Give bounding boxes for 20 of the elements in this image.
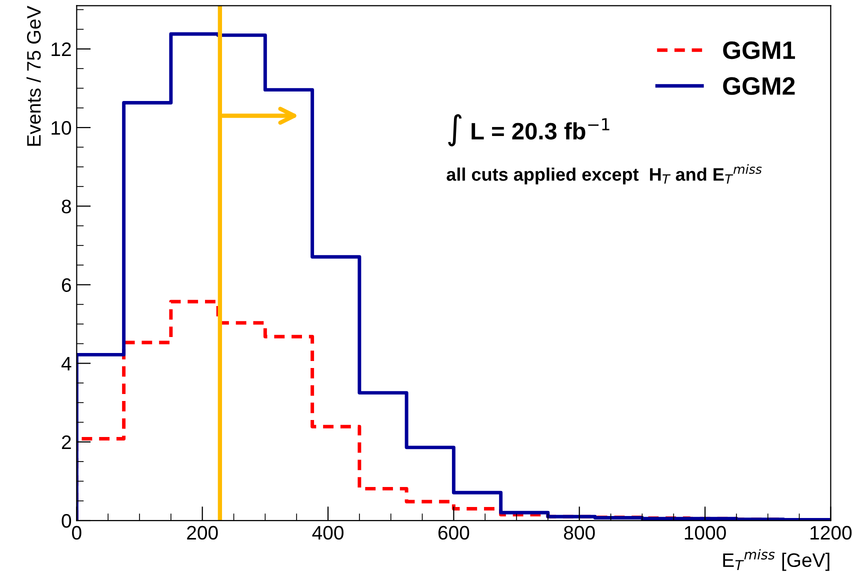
y-tick-label: 8: [62, 200, 71, 214]
annotation: all cuts applied except H$_{T}$ and E$_{T}$$^{miss}$: [446, 164, 762, 184]
annotation: ∫ L = 20.3 fb$^{−1}$: [448, 114, 610, 146]
y-tick-label: 4: [61, 357, 72, 370]
x-axis-title: E$_{T}$$^{miss}$ [GeV]: [723, 549, 830, 571]
y-tick-label: 2: [62, 435, 71, 449]
x-tick-label: 800: [564, 526, 595, 540]
y-tick-label: 10: [52, 121, 72, 135]
x-tick-label: 200: [187, 526, 218, 540]
x-tick-label: 600: [438, 526, 470, 540]
y-tick-label: 12: [52, 42, 71, 56]
x-tick-label: 1200: [810, 526, 852, 540]
x-tick-label: 1000: [684, 526, 726, 540]
x-tick-label: 0: [72, 526, 82, 540]
y-axis-title: Events / 75 GeV: [26, 6, 41, 146]
legend-label: GGM1: [723, 41, 796, 60]
legend-label: GGM2: [723, 77, 795, 95]
y-tick-label: 6: [62, 278, 71, 292]
x-tick-label: 400: [312, 526, 344, 540]
y-tick-label: 0: [62, 514, 72, 528]
